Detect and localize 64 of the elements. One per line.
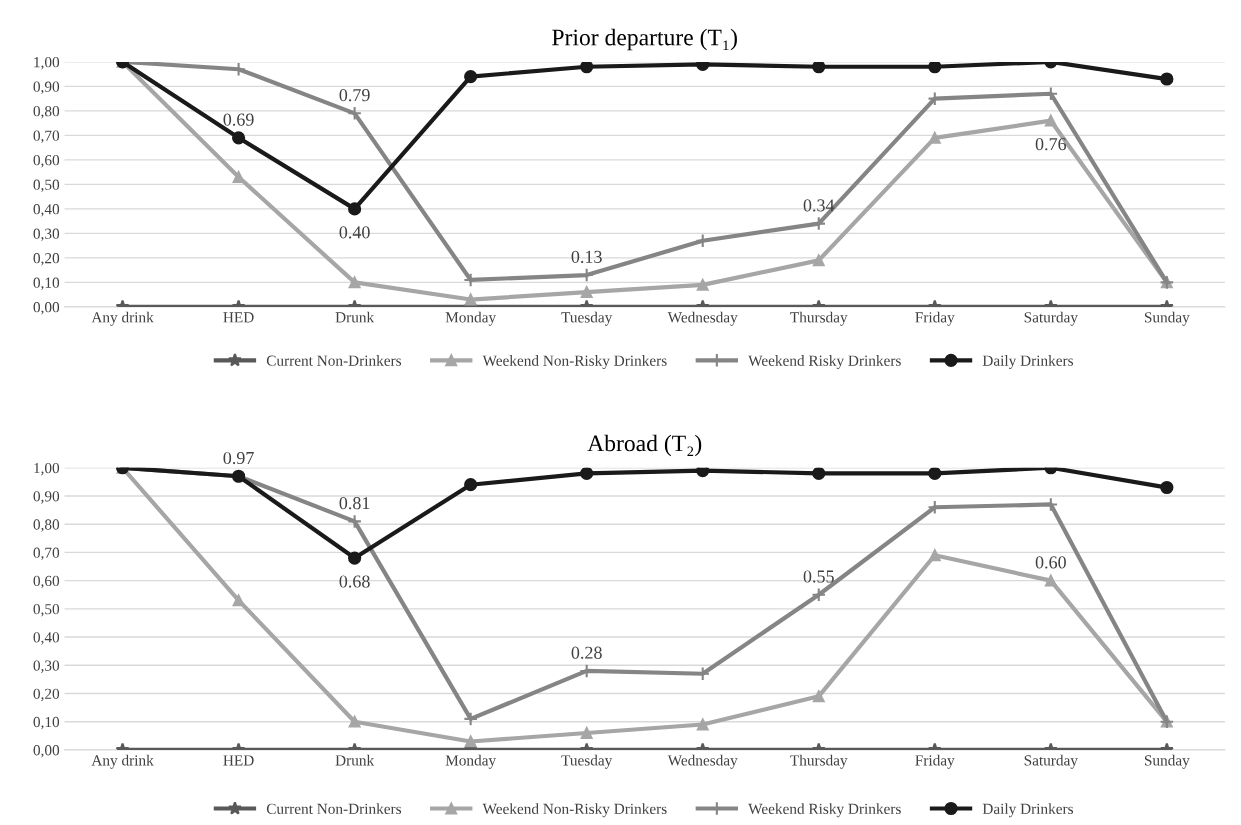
- y-tick-label: 0,70: [33, 130, 60, 144]
- y-tick-label: 0,00: [33, 745, 60, 758]
- chart-title: Prior departure (T₁): [552, 28, 737, 51]
- y-tick-label: 0,40: [33, 632, 60, 645]
- x-tick-label: Drunk: [335, 311, 375, 323]
- x-tick-label: Friday: [915, 754, 955, 769]
- legend-label: Daily Drinkers: [982, 803, 1074, 818]
- y-tick-label: 0,90: [33, 491, 60, 504]
- legend-label: Weekend Non-Risky Drinkers: [482, 355, 667, 369]
- legend-label: Weekend Risky Drinkers: [748, 803, 901, 818]
- chart-title: Abroad (T₂): [587, 434, 702, 457]
- data-label: 0.28: [571, 646, 602, 659]
- x-tick-label: Wednesday: [667, 311, 738, 326]
- x-tick-label: Thursday: [790, 754, 848, 769]
- x-tick-label: Tuesday: [561, 311, 613, 326]
- x-tick-label: Wednesday: [667, 754, 738, 769]
- x-tick-label: Thursday: [790, 311, 848, 326]
- x-tick-label: Sunday: [1144, 754, 1190, 769]
- data-label: 0.13: [571, 250, 602, 263]
- x-tick-label: HED: [223, 312, 254, 323]
- data-label: 0.60: [1035, 556, 1066, 569]
- legend-label: Current Non-Drinkers: [266, 355, 402, 366]
- y-tick-label: 0,70: [33, 547, 60, 561]
- legend-label: Daily Drinkers: [982, 355, 1074, 369]
- y-tick-label: 0,40: [33, 204, 60, 217]
- x-tick-label: Friday: [915, 311, 955, 326]
- y-tick-label: 0,80: [33, 519, 60, 532]
- data-label: 0.79: [339, 89, 370, 102]
- data-label: 0.97: [223, 451, 254, 465]
- y-tick-label: 0,00: [33, 302, 60, 315]
- y-tick-label: 0,60: [33, 155, 60, 168]
- x-tick-label: Saturday: [1024, 311, 1078, 326]
- y-tick-label: 0,50: [33, 179, 60, 193]
- data-label: 0.55: [803, 570, 834, 583]
- y-tick-label: 0,30: [33, 228, 60, 242]
- y-tick-label: 0,20: [33, 688, 60, 702]
- x-tick-label: Saturday: [1024, 754, 1078, 769]
- legend-label: Weekend Non-Risky Drinkers: [482, 803, 667, 818]
- x-tick-label: Monday: [445, 754, 497, 769]
- x-tick-label: Sunday: [1144, 311, 1190, 326]
- y-tick-label: 0,90: [33, 81, 60, 95]
- y-tick-label: 0,30: [33, 660, 60, 673]
- data-label: 0.40: [339, 226, 370, 239]
- y-tick-label: 0,20: [33, 253, 60, 266]
- x-tick-label: Drunk: [335, 754, 375, 766]
- legend-label: Weekend Risky Drinkers: [748, 355, 901, 369]
- data-label: 0.81: [339, 497, 370, 510]
- y-tick-label: 0,60: [33, 575, 60, 589]
- x-tick-label: Monday: [445, 311, 497, 326]
- data-label: 0.34: [803, 199, 835, 212]
- x-tick-label: HED: [223, 755, 254, 766]
- y-tick-label: 1,00: [34, 462, 60, 476]
- y-tick-label: 0,10: [33, 277, 60, 291]
- y-tick-label: 0,80: [33, 106, 60, 119]
- x-tick-label: Any drink: [91, 311, 154, 326]
- x-tick-label: Any drink: [91, 754, 154, 769]
- data-label: 0.76: [1035, 138, 1067, 151]
- data-label: 0.68: [339, 575, 370, 588]
- x-tick-label: Tuesday: [561, 754, 613, 769]
- y-tick-label: 0,50: [33, 603, 60, 617]
- y-tick-label: 1,00: [34, 57, 60, 70]
- y-tick-label: 0,10: [33, 716, 60, 730]
- data-label: 0.69: [223, 113, 254, 126]
- legend-label: Current Non-Drinkers: [266, 803, 402, 815]
